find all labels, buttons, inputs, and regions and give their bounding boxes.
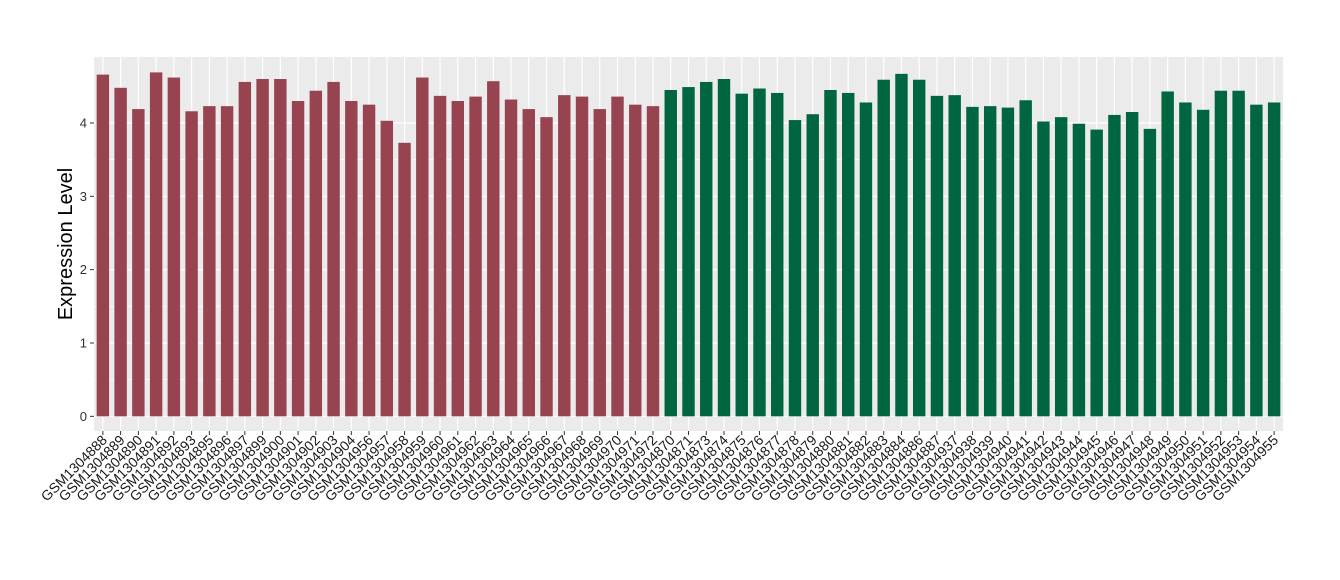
bar-GSM1304877	[771, 92, 784, 417]
bar-GSM1304960	[433, 95, 447, 417]
bar-GSM1304945	[1090, 129, 1103, 417]
bar-GSM1304879	[806, 114, 819, 417]
bar-GSM1304952	[1214, 90, 1228, 417]
bar-GSM1304895	[203, 106, 216, 417]
bar-GSM1304870	[664, 90, 677, 417]
bar-GSM1304892	[167, 77, 181, 417]
bar-GSM1304942	[1037, 121, 1050, 417]
bar-GSM1304957	[380, 120, 394, 417]
bar-GSM1304878	[788, 120, 802, 417]
bar-GSM1304888	[96, 74, 110, 417]
bar-GSM1304961	[451, 101, 465, 417]
bar-GSM1304871	[682, 87, 695, 417]
bar-GSM1304970	[611, 96, 624, 417]
bar-GSM1304947	[1125, 112, 1139, 417]
bar-GSM1304903	[327, 81, 340, 417]
bar-GSM1304956	[362, 104, 376, 417]
bar-GSM1304966	[540, 117, 553, 417]
y-axis-title: Expression Level	[55, 168, 77, 320]
bar-GSM1304964	[504, 99, 518, 417]
bar-GSM1304899	[256, 79, 269, 417]
bar-GSM1304893	[185, 111, 198, 417]
bar-GSM1304938	[966, 106, 979, 417]
bar-GSM1304969	[593, 109, 606, 417]
bar-GSM1304881	[842, 92, 855, 417]
bar-GSM1304968	[575, 96, 589, 417]
bar-GSM1304963	[487, 81, 500, 417]
y-tick-label: 0	[80, 409, 87, 424]
bar-GSM1304937	[948, 95, 961, 417]
bar-GSM1304949	[1161, 91, 1174, 417]
bar-GSM1304889	[114, 87, 127, 417]
bar-GSM1304883	[877, 79, 890, 417]
bar-GSM1304940	[1001, 107, 1015, 417]
x-axis: GSM1304888GSM1304889GSM1304890GSM1304891…	[38, 431, 1281, 504]
bar-GSM1304955	[1267, 102, 1281, 417]
y-axis: 0 1 2 3 4	[80, 116, 94, 424]
bar-GSM1304873	[700, 81, 713, 417]
bar-GSM1304875	[735, 93, 748, 417]
bar-GSM1304876	[753, 88, 766, 417]
bar-GSM1304901	[291, 101, 305, 417]
y-tick-label: 1	[80, 336, 87, 351]
bar-GSM1304959	[416, 77, 429, 417]
bar-GSM1304904	[345, 101, 358, 417]
bar-GSM1304887	[930, 95, 944, 417]
bar-GSM1304941	[1019, 100, 1032, 417]
bar-GSM1304891	[149, 72, 163, 417]
bar-GSM1304951	[1196, 109, 1210, 417]
y-tick-label: 2	[80, 262, 87, 277]
bar-GSM1304971	[629, 104, 642, 417]
bar-GSM1304890	[132, 109, 145, 417]
bar-GSM1304967	[558, 95, 571, 417]
bar-GSM1304896	[220, 106, 234, 417]
bar-GSM1304944	[1072, 123, 1086, 417]
bar-GSM1304939	[983, 106, 997, 417]
bar-GSM1304965	[522, 109, 535, 417]
bar-GSM1304897	[238, 81, 252, 417]
bar-GSM1304943	[1054, 117, 1068, 417]
bar-GSM1304882	[859, 102, 873, 417]
bars	[96, 72, 1281, 417]
bar-GSM1304880	[824, 90, 837, 417]
bar-GSM1304874	[717, 79, 731, 417]
bar-GSM1304958	[398, 142, 411, 417]
bar-GSM1304962	[469, 96, 482, 417]
y-tick-label: 3	[80, 189, 87, 204]
bar-GSM1304946	[1108, 114, 1121, 417]
bar-GSM1304954	[1250, 104, 1263, 417]
bar-GSM1304884	[895, 73, 908, 417]
bar-GSM1304886	[912, 79, 926, 417]
y-tick-label: 4	[80, 116, 87, 131]
bar-GSM1304902	[309, 90, 323, 417]
bar-GSM1304948	[1143, 128, 1157, 417]
bar-GSM1304953	[1232, 90, 1245, 417]
bar-GSM1304972	[646, 106, 660, 417]
bar-GSM1304900	[274, 79, 287, 417]
bar-GSM1304950	[1179, 102, 1192, 417]
